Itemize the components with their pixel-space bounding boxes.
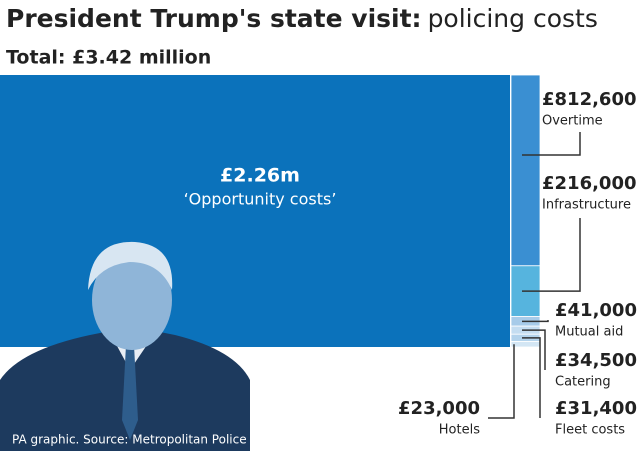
leader-line	[522, 218, 581, 292]
value-label: £41,000	[555, 300, 637, 321]
value-label: £2.26m	[220, 165, 300, 187]
category-label: Overtime	[542, 114, 603, 129]
subtitle: Total: £3.42 million	[6, 47, 211, 69]
tile	[0, 75, 510, 347]
category-label: Fleet costs	[555, 423, 625, 438]
tile	[510, 74, 541, 267]
portrait	[0, 241, 250, 451]
tie	[122, 345, 138, 440]
leader-line	[522, 132, 581, 156]
leader-line	[522, 320, 549, 323]
value-label: £23,000	[398, 398, 480, 419]
treemap	[0, 74, 541, 348]
category-label: ‘Opportunity costs’	[184, 190, 337, 209]
source: PA graphic. Source: Metropolitan Police	[12, 433, 247, 447]
category-label: Hotels	[439, 423, 480, 438]
category-label: Catering	[555, 375, 611, 390]
category-label: Infrastructure	[542, 198, 631, 213]
value-label: £216,000	[542, 173, 637, 194]
value-label: £31,400	[555, 398, 637, 419]
chart-title: President Trump's state visit: policing c…	[6, 4, 598, 33]
title-bold: President Trump's state visit:	[6, 4, 422, 33]
value-label: £34,500	[555, 350, 637, 371]
leader-line	[522, 337, 541, 418]
hair	[88, 241, 173, 290]
leader-line	[488, 344, 515, 419]
category-label: Mutual aid	[555, 325, 623, 340]
title-regular: policing costs	[428, 4, 598, 33]
leader-line	[522, 329, 546, 370]
face	[92, 250, 172, 350]
value-label: £812,600	[542, 89, 637, 110]
tile	[510, 341, 541, 348]
